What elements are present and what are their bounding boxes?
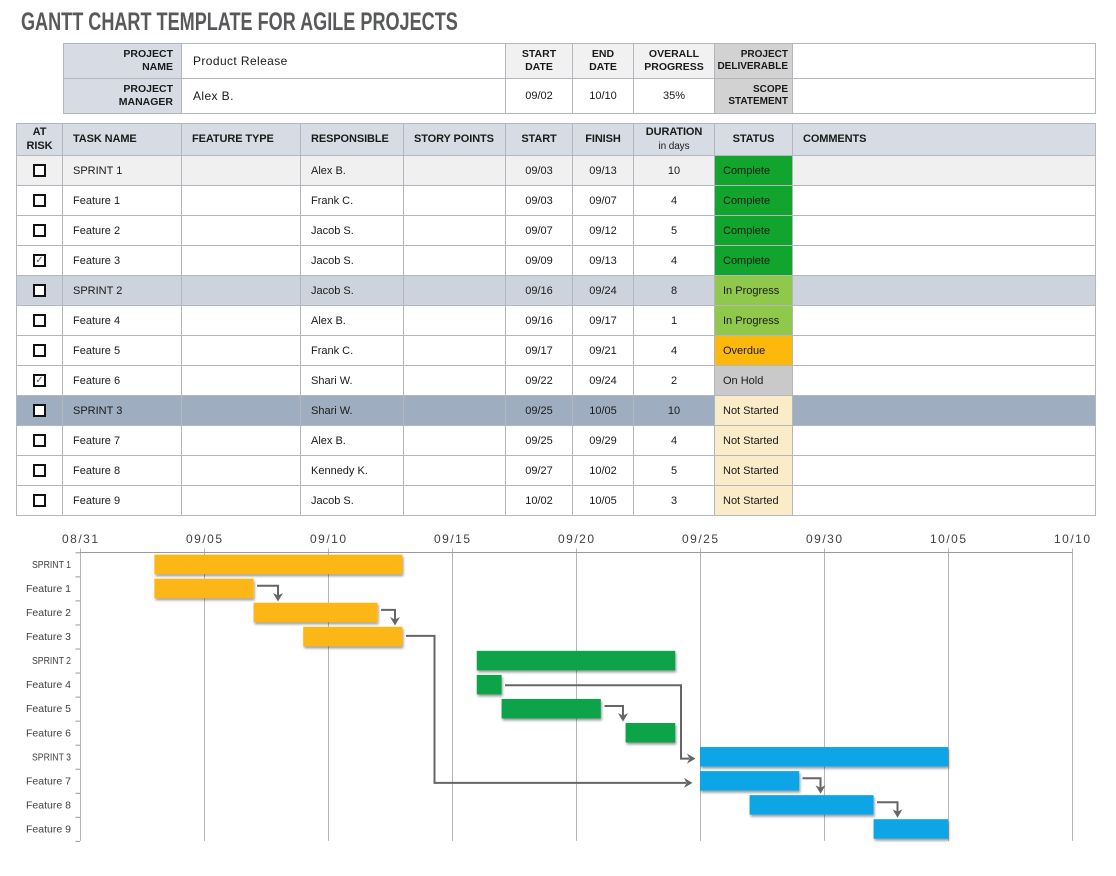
svg-text:Feature 5: Feature 5	[26, 703, 71, 715]
svg-text:Feature 9: Feature 9	[26, 823, 71, 835]
svg-text:SPRINT 2: SPRINT 2	[32, 655, 71, 667]
svg-text:09/25: 09/25	[682, 532, 718, 546]
svg-text:Feature 3: Feature 3	[26, 631, 71, 643]
svg-text:SPRINT 3: SPRINT 3	[32, 751, 71, 763]
svg-text:Feature 4: Feature 4	[26, 679, 71, 691]
svg-text:09/05: 09/05	[186, 532, 222, 546]
svg-text:09/20: 09/20	[558, 532, 594, 546]
svg-text:SPRINT 1: SPRINT 1	[32, 559, 71, 571]
svg-text:Feature 7: Feature 7	[26, 775, 71, 787]
svg-text:10/05: 10/05	[930, 532, 966, 546]
svg-text:09/30: 09/30	[806, 532, 842, 546]
svg-text:10/10: 10/10	[1054, 532, 1090, 546]
svg-text:Feature 1: Feature 1	[26, 583, 71, 595]
svg-text:09/10: 09/10	[310, 532, 346, 546]
svg-text:Feature 8: Feature 8	[26, 799, 71, 811]
svg-text:08/31: 08/31	[62, 532, 98, 546]
svg-text:Feature 6: Feature 6	[26, 727, 71, 739]
svg-text:09/15: 09/15	[434, 532, 470, 546]
svg-text:Feature 2: Feature 2	[26, 607, 71, 619]
